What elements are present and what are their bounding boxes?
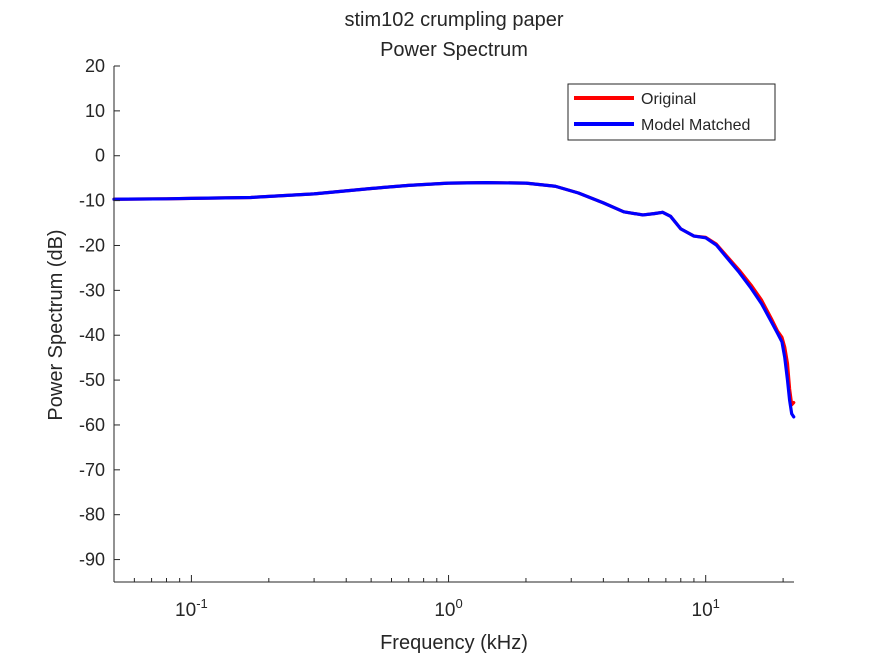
y-tick-label: -70: [79, 460, 105, 480]
y-tick-label: -10: [79, 191, 105, 211]
series-layer: [112, 181, 796, 419]
y-tick-label: -60: [79, 415, 105, 435]
y-tick-label: -50: [79, 370, 105, 390]
y-tick-label: -80: [79, 505, 105, 525]
chart-subtitle: Power Spectrum: [380, 39, 528, 61]
legend-label: Original: [641, 91, 696, 108]
y-tick-label: -20: [79, 235, 105, 255]
y-axis-label: Power Spectrum (dB): [45, 229, 67, 420]
x-tick-label: 10-1: [175, 596, 208, 621]
y-axis-ticks: 20 10 0 -10 -20 -30 -40 -50 -60 -70 -80 -90: [79, 56, 120, 570]
y-tick-label: -90: [79, 550, 105, 570]
legend-label: Model Matched: [641, 117, 750, 134]
y-tick-label: -40: [79, 325, 105, 345]
x-tick-label: 101: [692, 596, 720, 621]
legend: Original Model Matched: [567, 83, 776, 141]
y-tick-label: -30: [79, 280, 105, 300]
x-axis-label: Frequency (kHz): [380, 632, 528, 654]
chart-title: stim102 crumpling paper: [345, 9, 564, 31]
y-tick-label: 0: [95, 146, 105, 166]
series-line-model-matched: [112, 181, 796, 419]
axes-background: [114, 66, 794, 582]
y-tick-label: 10: [85, 101, 105, 121]
legend-box: [567, 83, 776, 141]
x-axis-ticks: 10-1 100 101: [113, 575, 784, 621]
y-tick-label: 20: [85, 56, 105, 76]
x-tick-label: 100: [434, 596, 462, 621]
